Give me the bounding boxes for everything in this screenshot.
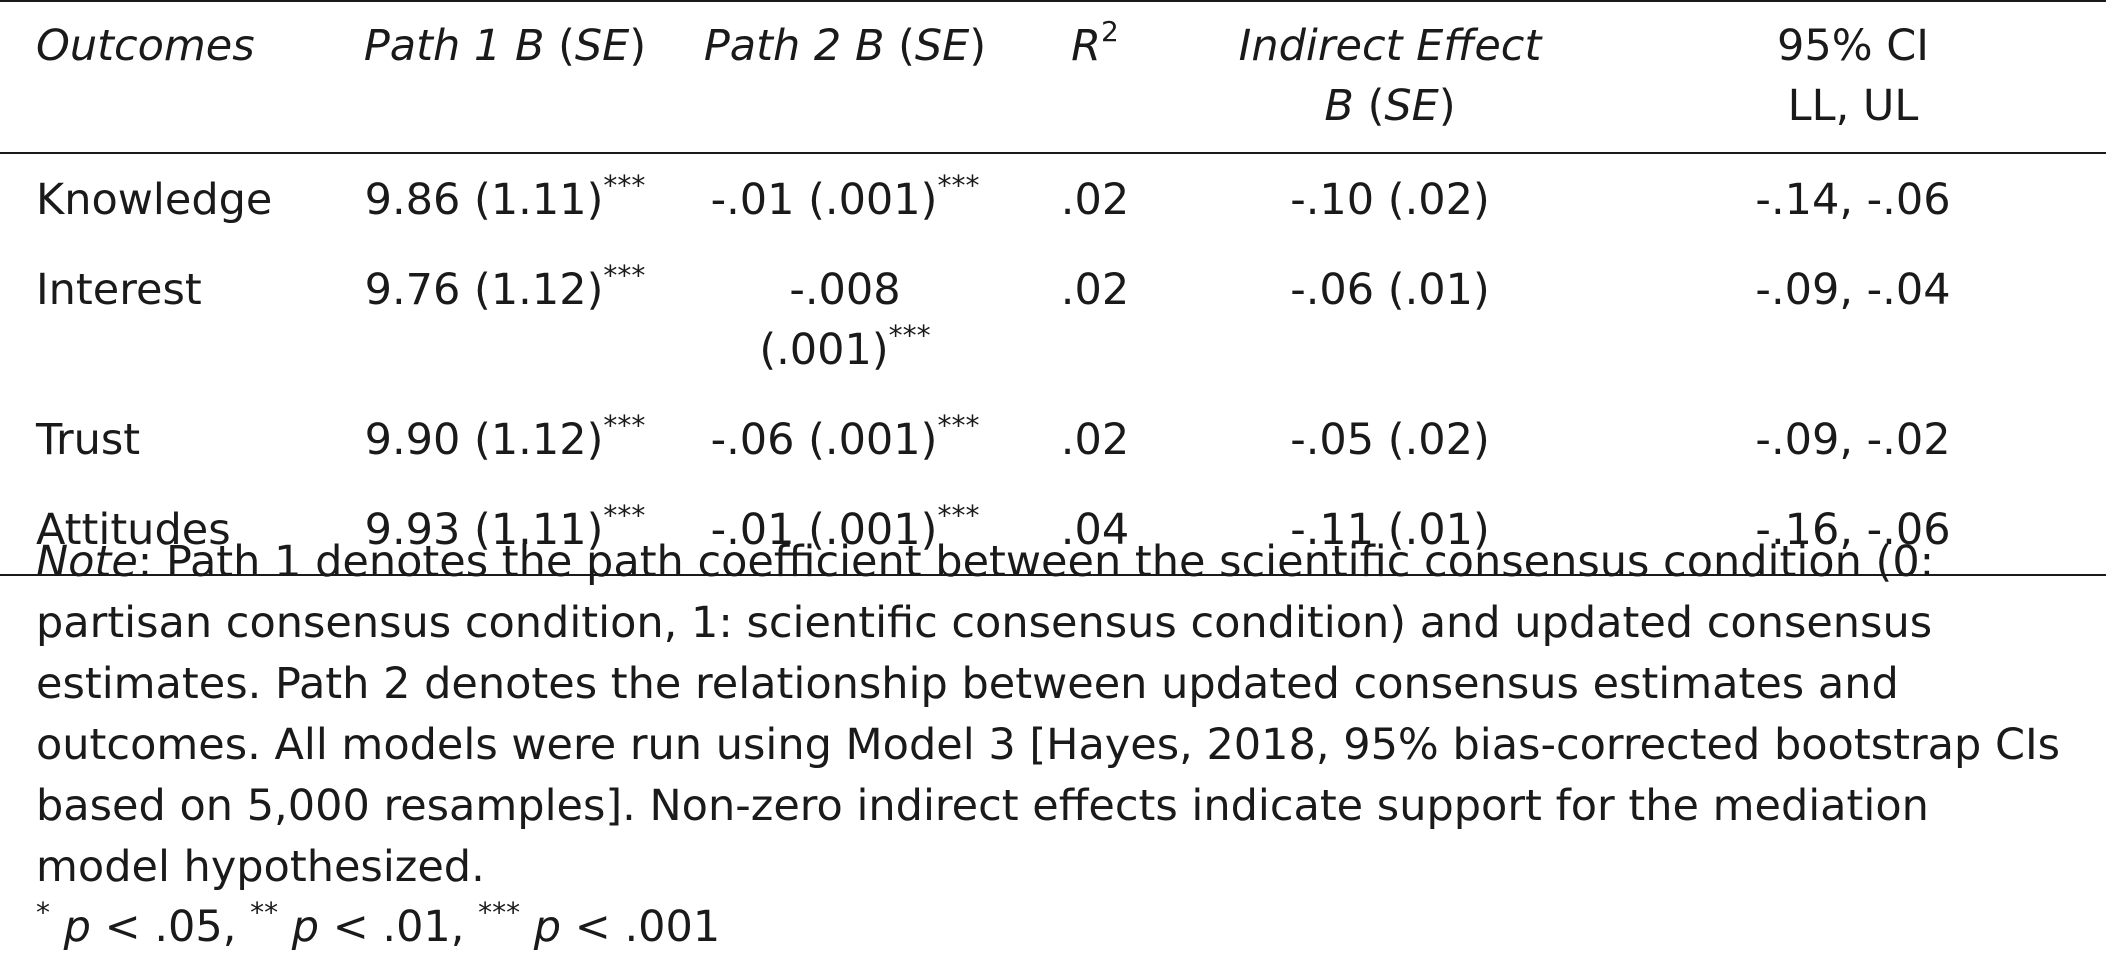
cell-path2: -.01 (.001)*** (710, 168, 980, 225)
cell-ci: -.09, -.02 (1755, 415, 1951, 465)
header-path1: Path 1 B (SE) (330, 0, 680, 154)
table-row: Attitudes 9.93 (1.11)*** -.01 (.001)*** … (0, 484, 2106, 576)
cell-r2: .02 (1060, 265, 1130, 315)
cell-indirect: -.06 (.01) (1290, 265, 1490, 315)
header-row: Outcomes Path 1 B (SE) Path 2 B (SE) R2 … (0, 0, 2106, 154)
header-r-squared: R2 (1010, 0, 1180, 154)
table-row: Knowledge 9.86 (1.11)*** -.01 (.001)*** … (0, 153, 2106, 244)
cell-ci: -.14, -.06 (1755, 175, 1951, 225)
cell-indirect: -.11 (.01) (1180, 484, 1600, 576)
cell-indirect: -.10 (.02) (1290, 175, 1490, 225)
cell-r2: .04 (1010, 484, 1180, 576)
cell-path1: 9.93 (1.11)*** (330, 484, 680, 576)
cell-path2: -.01 (.001)*** (680, 484, 1010, 576)
header-indirect-effect: Indirect Effect B (SE) (1180, 0, 1600, 154)
cell-outcome: Knowledge (36, 175, 273, 225)
cell-ci: -.09, -.04 (1755, 265, 1951, 315)
table-row: Interest 9.76 (1.12)*** -.008 (.001)*** … (0, 244, 2106, 394)
table-note: Note: Path 1 denotes the path coefficien… (36, 532, 2076, 898)
header-confidence-interval: 95% CI LL, UL (1600, 0, 2106, 154)
cell-indirect: -.05 (.02) (1290, 415, 1490, 465)
significance-footnote: * p < .05, ** p < .01, *** p < .001 (36, 895, 721, 952)
cell-r2: .02 (1060, 415, 1130, 465)
note-text: : Path 1 denotes the path coefficient be… (36, 537, 2061, 892)
cell-ci: -.16, -.06 (1600, 484, 2106, 576)
header-outcomes: Outcomes (0, 0, 330, 154)
cell-path1: 9.76 (1.12)*** (364, 258, 646, 315)
cell-r2: .02 (1060, 175, 1130, 225)
cell-path1: 9.90 (1.12)*** (364, 408, 646, 465)
results-table-container: Outcomes Path 1 B (SE) Path 2 B (SE) R2 … (0, 0, 2106, 576)
table-row: Trust 9.90 (1.12)*** -.06 (.001)*** .02 … (0, 394, 2106, 484)
cell-outcome: Attitudes (0, 484, 330, 576)
cell-outcome: Trust (36, 415, 141, 465)
cell-path2: -.008 (.001)*** (759, 265, 931, 375)
mediation-results-table: Outcomes Path 1 B (SE) Path 2 B (SE) R2 … (0, 0, 2106, 576)
header-path2: Path 2 B (SE) (680, 0, 1010, 154)
cell-path1: 9.86 (1.11)*** (364, 168, 646, 225)
cell-outcome: Interest (36, 265, 202, 315)
cell-path2: -.06 (.001)*** (710, 408, 980, 465)
note-label: Note (36, 537, 138, 587)
